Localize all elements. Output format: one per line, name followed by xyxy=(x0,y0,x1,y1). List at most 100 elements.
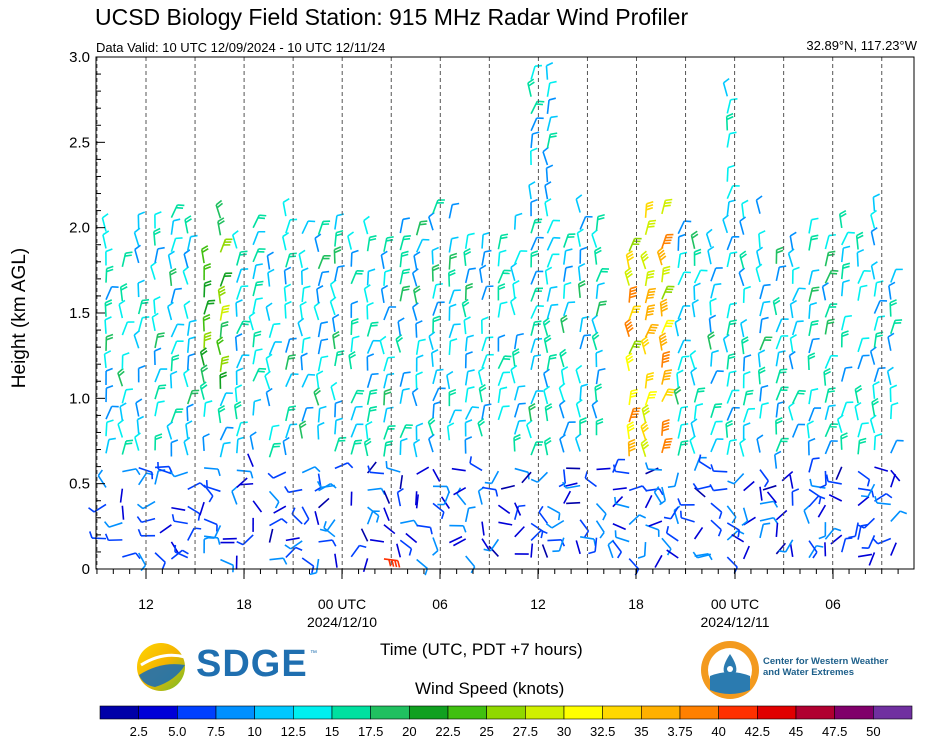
colorbar-label: 7.5 xyxy=(207,724,225,739)
wind-barb-feather xyxy=(336,213,344,217)
wind-barb xyxy=(268,443,275,458)
wind-barb-feather xyxy=(564,281,572,286)
wind-barb xyxy=(133,232,140,247)
wind-barb-feather xyxy=(756,434,764,440)
wind-barb xyxy=(840,316,846,331)
wind-barb-feather xyxy=(101,213,109,219)
wind-barb-feather xyxy=(599,531,605,539)
wind-barb-feather xyxy=(828,387,836,390)
wind-barb xyxy=(563,482,578,488)
wind-barb xyxy=(615,470,630,475)
wind-barb xyxy=(513,335,518,350)
wind-barb-feather xyxy=(284,485,290,493)
wind-barb xyxy=(366,305,369,320)
wind-barb xyxy=(285,355,290,370)
x-axis-label: Time (UTC, PDT +7 hours) xyxy=(380,640,583,659)
wind-barb-feather xyxy=(432,264,440,269)
wind-barb-feather xyxy=(743,371,751,376)
wind-barb-feather xyxy=(462,301,470,308)
colorbar-label: 35 xyxy=(634,724,648,739)
wind-barb-feather xyxy=(183,249,191,255)
wind-barb-feather xyxy=(630,394,638,398)
wind-barb-feather xyxy=(580,246,588,251)
wind-barb xyxy=(808,219,813,234)
wind-barb-feather xyxy=(644,462,649,470)
wind-barb-feather xyxy=(467,386,475,390)
wind-barb-feather xyxy=(561,317,568,323)
wind-barb-feather xyxy=(88,507,95,513)
wind-barb-feather xyxy=(226,426,234,429)
wind-barb-feather xyxy=(646,371,655,376)
wind-barb-feather xyxy=(313,301,321,308)
colorbar-title: Wind Speed (knots) xyxy=(415,679,565,698)
wind-barb xyxy=(497,235,502,250)
wind-barb-feather xyxy=(808,437,816,443)
wind-barb-feather xyxy=(628,438,636,443)
wind-barb xyxy=(817,504,827,518)
wind-barb-feather xyxy=(664,369,673,372)
wind-barb-feather xyxy=(854,384,862,391)
wind-barb-feather xyxy=(660,341,668,347)
wind-barb xyxy=(870,214,876,229)
wind-barb-feather xyxy=(842,279,850,284)
wind-barb xyxy=(558,537,565,552)
wind-barb-feather xyxy=(366,301,374,307)
wind-barb-feather xyxy=(403,237,411,241)
wind-barb xyxy=(383,507,390,522)
wind-barb xyxy=(412,443,418,458)
wind-barb-feather xyxy=(692,299,699,304)
wind-barb xyxy=(824,470,827,485)
wind-barb-feather xyxy=(319,405,327,410)
wind-barb xyxy=(694,487,706,498)
wind-barb-feather xyxy=(170,370,178,376)
wind-barb xyxy=(759,302,765,317)
wind-barb-feather xyxy=(464,436,473,441)
wind-barb-feather xyxy=(841,330,849,335)
wind-barb-feather xyxy=(235,384,243,389)
wind-barb xyxy=(265,392,271,407)
wind-barb xyxy=(857,355,864,370)
wind-barb-feather xyxy=(659,335,667,341)
wind-barb xyxy=(171,506,186,511)
wind-barb xyxy=(545,168,549,183)
x-tick-label: 06 xyxy=(825,596,841,612)
wind-barb xyxy=(366,390,372,405)
wind-barb-feather xyxy=(642,341,650,348)
wind-barb xyxy=(204,467,219,470)
wind-barb xyxy=(677,253,681,268)
wind-barb-feather xyxy=(648,222,656,225)
wind-barb-feather xyxy=(299,423,307,429)
wind-barb-feather xyxy=(396,337,404,343)
wind-barb xyxy=(710,438,718,453)
wind-barb-feather xyxy=(694,251,702,256)
wind-barb-feather xyxy=(827,390,835,393)
wind-barb-feather xyxy=(182,549,189,555)
wind-barb-feather xyxy=(510,364,518,371)
wind-barb xyxy=(612,523,626,531)
wind-barb xyxy=(689,354,696,369)
wind-barb-feather xyxy=(387,372,395,376)
wind-barb-feather xyxy=(858,440,867,445)
wind-barb xyxy=(677,271,685,286)
wind-barb xyxy=(543,373,549,388)
wind-barb-feather xyxy=(384,391,392,396)
wind-barb-feather xyxy=(375,515,380,523)
wind-barb-feather xyxy=(122,352,130,356)
wind-barb-feather xyxy=(658,252,666,259)
wind-barb-feather xyxy=(316,480,322,488)
y-tick-label: 1.0 xyxy=(69,390,90,407)
wind-barb xyxy=(693,286,696,301)
wind-barb xyxy=(464,508,470,523)
wind-barb xyxy=(563,490,572,504)
wind-barb-feather xyxy=(812,551,818,559)
wind-barb-feather xyxy=(133,329,141,336)
wind-barb-feather xyxy=(532,131,540,135)
wind-barb-feather xyxy=(416,422,424,427)
wind-barb-feather xyxy=(518,419,526,422)
wind-barb xyxy=(119,406,124,421)
wind-barb-feather xyxy=(866,479,871,487)
wind-barb xyxy=(873,368,880,383)
wind-barb xyxy=(498,521,513,526)
wind-barb-feather xyxy=(104,350,112,355)
wind-barb-feather xyxy=(320,338,329,342)
